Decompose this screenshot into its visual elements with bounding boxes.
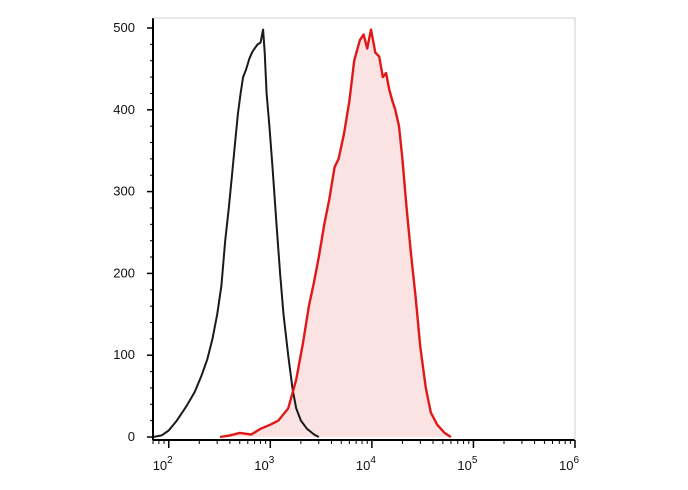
x-tick-base: 10 [254,458,268,473]
y-tick-label: 200 [113,265,135,280]
series-1-line [219,28,452,439]
x-tick-base: 10 [457,458,471,473]
x-tick-label: 106 [559,455,579,473]
series-layer [152,28,452,439]
x-tick-label: 103 [254,455,274,473]
x-tick-label: 104 [356,455,376,473]
y-tick-label: 0 [128,429,135,444]
series-1-fill [220,29,451,437]
axis-layer [147,17,576,448]
x-tick-exponent: 6 [573,455,579,466]
x-tick-exponent: 2 [167,455,173,466]
y-tick-label: 100 [113,347,135,362]
x-tick-base: 10 [559,458,573,473]
y-tick-label: 400 [113,102,135,117]
x-tick-label: 102 [153,455,173,473]
y-tick-label: 300 [113,184,135,199]
y-tick-label: 500 [113,20,135,35]
x-tick-base: 10 [356,458,370,473]
x-tick-exponent: 4 [370,455,376,466]
x-tick-exponent: 3 [269,455,275,466]
x-tick-exponent: 5 [472,455,478,466]
series-0-line [152,28,320,438]
x-tick-label: 105 [457,455,477,473]
x-tick-base: 10 [153,458,167,473]
